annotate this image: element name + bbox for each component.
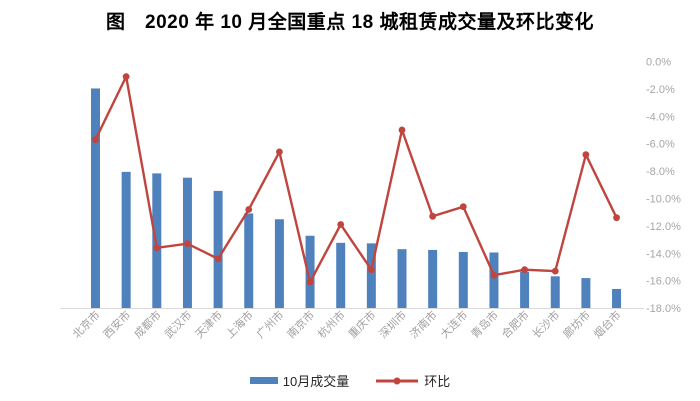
right-axis-tick-label: -4.0%	[646, 111, 675, 123]
x-axis-category-label: 广州市	[253, 308, 286, 341]
bar-series-swatch	[249, 377, 278, 384]
x-axis-category-label: 深圳市	[376, 308, 409, 341]
right-axis-tick-label: -8.0%	[646, 166, 675, 178]
volume-bar	[91, 88, 100, 309]
mom-line-marker	[459, 203, 467, 211]
x-axis-category-label: 济南市	[407, 308, 440, 341]
x-axis-category-label: 杭州市	[315, 308, 348, 341]
mom-line-marker	[613, 214, 620, 222]
mom-line-marker	[521, 266, 528, 274]
mom-line-marker	[306, 278, 314, 286]
x-axis-category-label: 西安市	[100, 308, 133, 341]
x-axis-category-label: 大连市	[437, 308, 470, 341]
mom-line-marker	[92, 136, 99, 144]
x-axis-category-label: 合肥市	[498, 308, 531, 341]
right-axis-tick-label: -2.0%	[646, 84, 675, 96]
right-axis-tick-label: -12.0%	[646, 221, 681, 233]
mom-line-marker	[245, 206, 253, 213]
volume-bar	[489, 252, 499, 309]
line-series-swatch	[376, 377, 419, 384]
volume-bar	[550, 276, 560, 309]
x-axis-category-label: 烟台市	[590, 308, 623, 341]
volume-bar	[336, 242, 346, 309]
legend-item-mom: 环比	[375, 371, 450, 390]
x-axis-category-label: 廊坊市	[560, 308, 593, 341]
mom-line-marker	[153, 244, 161, 252]
mom-line-marker	[551, 267, 559, 275]
right-axis-tick-label: -10.0%	[646, 194, 681, 206]
mom-line-marker	[337, 221, 345, 228]
mom-line-marker	[214, 255, 222, 263]
mom-line-marker	[582, 151, 590, 159]
volume-bar	[305, 235, 315, 309]
legend-line-marker	[393, 377, 401, 384]
mom-line-marker	[184, 240, 191, 248]
x-axis-category-label: 天津市	[192, 308, 225, 341]
chart-legend: 10月成交量 环比	[0, 371, 700, 390]
right-axis-tick-label: -16.0%	[646, 276, 681, 288]
volume-bar	[581, 278, 591, 309]
volume-bar	[428, 249, 438, 309]
x-axis-category-label: 成都市	[131, 308, 164, 341]
legend-label-volume: 10月成交量	[282, 374, 350, 389]
mom-line	[94, 72, 618, 286]
mom-line-marker	[490, 271, 498, 279]
volume-bar	[213, 190, 223, 309]
legend-label-mom: 环比	[424, 374, 451, 389]
x-axis-category-label: 上海市	[223, 308, 256, 341]
x-axis-category-label: 长沙市	[529, 308, 562, 341]
mom-line-marker	[429, 212, 437, 220]
mom-line-marker	[398, 126, 406, 134]
volume-bar	[397, 249, 407, 309]
volume-bar	[244, 213, 254, 309]
x-axis-category-label: 北京市	[69, 308, 102, 341]
right-axis-tick-label: -14.0%	[646, 248, 681, 260]
volume-bar	[152, 173, 162, 309]
legend-item-volume: 10月成交量	[249, 371, 350, 390]
mom-line-marker	[276, 148, 283, 156]
mom-line-marker	[367, 266, 375, 274]
volume-bar	[274, 219, 284, 309]
right-axis-tick-label: -6.0%	[646, 139, 675, 151]
volume-bar	[366, 243, 376, 309]
x-axis-category-label: 重庆市	[345, 308, 378, 341]
right-axis-tick-label: -18.0%	[646, 303, 681, 315]
volume-bar	[520, 271, 530, 309]
volume-bar	[121, 171, 131, 309]
chart-title: 图 2020 年 10 月全国重点 18 城租赁成交量及环比变化	[106, 12, 594, 33]
x-axis-category-label: 南京市	[284, 308, 317, 341]
x-axis-category-label: 青岛市	[468, 308, 501, 341]
x-axis-category-label: 武汉市	[161, 308, 194, 341]
volume-bar	[612, 288, 622, 309]
right-axis-tick-label: 0.0%	[646, 57, 671, 69]
mom-line-marker	[122, 73, 130, 80]
volume-bar	[458, 251, 468, 309]
